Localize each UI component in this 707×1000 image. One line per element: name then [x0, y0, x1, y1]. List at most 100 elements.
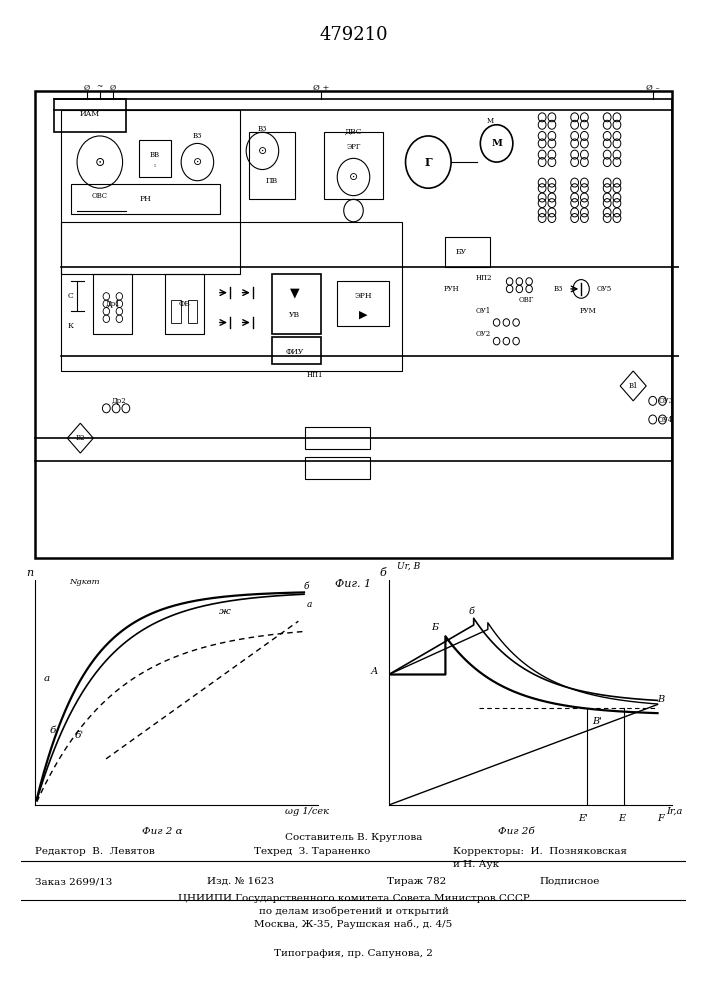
Text: Редактор  В.  Левятов: Редактор В. Левятов	[35, 848, 154, 856]
Text: УВ: УВ	[289, 311, 300, 319]
Text: В': В'	[592, 717, 602, 726]
Text: ОУ4: ОУ4	[658, 416, 673, 424]
Text: ⊙: ⊙	[258, 146, 267, 156]
Bar	[61, 222, 402, 371]
Text: Ø: Ø	[83, 83, 90, 91]
Text: В: В	[658, 694, 665, 704]
Text: Ngквт: Ngквт	[69, 578, 100, 586]
Text: Е': Е'	[578, 814, 588, 823]
Text: ВВ: ВВ	[150, 151, 160, 159]
Text: ЦНИИПИ Государственного комитета Совета Министров СССР: ЦНИИПИ Государственного комитета Совета …	[177, 894, 530, 903]
Text: Фиг 2 α: Фиг 2 α	[142, 827, 183, 836]
Text: б: б	[304, 582, 310, 591]
Text: Е: Е	[618, 814, 625, 823]
Text: Тираж 782: Тираж 782	[387, 877, 446, 886]
Text: Ir,а: Ir,а	[667, 807, 683, 816]
Bar	[139, 140, 171, 177]
Text: Составитель В. Круглова: Составитель В. Круглова	[285, 833, 422, 842]
Text: Корректоры:  И.  Позняковская: Корректоры: И. Позняковская	[453, 848, 627, 856]
Text: А: А	[370, 668, 378, 676]
Text: по делам изобретений и открытий: по делам изобретений и открытий	[259, 906, 448, 916]
Text: Подписное: Подписное	[539, 877, 600, 886]
Text: б': б'	[75, 730, 84, 740]
Text: Изд. № 1623: Изд. № 1623	[207, 877, 274, 886]
Text: ПВ: ПВ	[266, 177, 279, 185]
Bar	[61, 110, 240, 274]
Bar	[337, 281, 390, 326]
Text: М: М	[486, 117, 493, 125]
Text: Москва, Ж-35, Раушская наб., д. 4/5: Москва, Ж-35, Раушская наб., д. 4/5	[255, 919, 452, 929]
Bar	[165, 274, 204, 334]
Text: ДВС: ДВС	[345, 128, 362, 136]
Text: Б: Б	[431, 622, 438, 632]
Text: а: а	[44, 674, 50, 683]
Bar	[250, 132, 295, 199]
Text: ~: ~	[97, 83, 103, 91]
Text: РУН: РУН	[443, 285, 459, 293]
Bar	[325, 132, 382, 199]
Text: ФВ: ФВ	[178, 300, 190, 308]
Bar	[272, 274, 321, 334]
Bar	[187, 300, 197, 322]
Text: Ur, В: Ur, В	[397, 562, 421, 571]
Bar	[305, 427, 370, 449]
Text: Др2: Др2	[112, 397, 127, 405]
Text: Др1: Др1	[105, 300, 120, 308]
Text: В1: В1	[629, 382, 638, 390]
Text: ФИУ: ФИУ	[286, 348, 304, 356]
Text: ωg 1/сек: ωg 1/сек	[286, 807, 329, 816]
Text: В2: В2	[76, 434, 85, 442]
Text: Фиг. 1: Фиг. 1	[335, 579, 372, 589]
Bar	[171, 300, 181, 322]
Text: ОВГ: ОВГ	[518, 296, 534, 304]
Text: Г: Г	[424, 157, 432, 168]
Text: а: а	[307, 600, 312, 609]
Text: ИАМ: ИАМ	[80, 110, 100, 118]
Bar	[445, 237, 490, 267]
Text: БУ: БУ	[455, 248, 467, 256]
Text: В3: В3	[258, 125, 267, 133]
Bar	[54, 99, 126, 132]
Text: ⊙: ⊙	[193, 157, 202, 167]
Text: ОУ3: ОУ3	[658, 397, 673, 405]
Text: Типография, пр. Сапунова, 2: Типография, пр. Сапунова, 2	[274, 949, 433, 958]
Text: ОВС: ОВС	[92, 192, 108, 200]
Text: 479210: 479210	[319, 26, 388, 44]
Text: ₁: ₁	[154, 163, 156, 168]
Text: ОУ5: ОУ5	[596, 285, 612, 293]
Text: и Н. Аук: и Н. Аук	[453, 860, 499, 869]
Text: ⊙: ⊙	[95, 156, 105, 169]
Text: В3: В3	[554, 285, 563, 293]
Text: ▼: ▼	[290, 286, 300, 299]
Text: ОУ2: ОУ2	[476, 330, 491, 338]
Bar	[93, 274, 132, 334]
Text: М: М	[491, 139, 502, 148]
Text: Ø –: Ø –	[645, 83, 660, 91]
Text: ЭРГ: ЭРГ	[346, 143, 361, 151]
Text: Заказ 2699/13: Заказ 2699/13	[35, 877, 112, 886]
Text: Фиг 2б: Фиг 2б	[498, 827, 534, 836]
Text: б: б	[49, 726, 56, 735]
Text: ▶: ▶	[359, 310, 368, 320]
Text: F: F	[658, 814, 665, 823]
Text: Техред  З. Тараненко: Техред З. Тараненко	[254, 848, 370, 856]
Text: б: б	[380, 567, 387, 577]
Text: К: К	[68, 322, 74, 330]
Text: ЭРН: ЭРН	[354, 292, 372, 300]
Text: n: n	[26, 567, 33, 577]
Text: В3: В3	[193, 132, 202, 140]
Text: ОУ1: ОУ1	[476, 307, 491, 315]
Bar	[305, 457, 370, 479]
Text: Ø +: Ø +	[312, 83, 329, 91]
Text: НП1: НП1	[306, 371, 322, 379]
Text: РУМ: РУМ	[579, 307, 596, 315]
Text: б: б	[468, 607, 474, 616]
Bar	[71, 184, 220, 214]
Text: ⊙: ⊙	[349, 172, 358, 182]
Text: Ø: Ø	[110, 83, 116, 91]
Text: РН: РН	[139, 195, 151, 203]
Text: ж: ж	[219, 607, 231, 616]
Bar	[272, 337, 321, 364]
Text: С: С	[68, 292, 74, 300]
Text: НП2: НП2	[475, 274, 492, 282]
